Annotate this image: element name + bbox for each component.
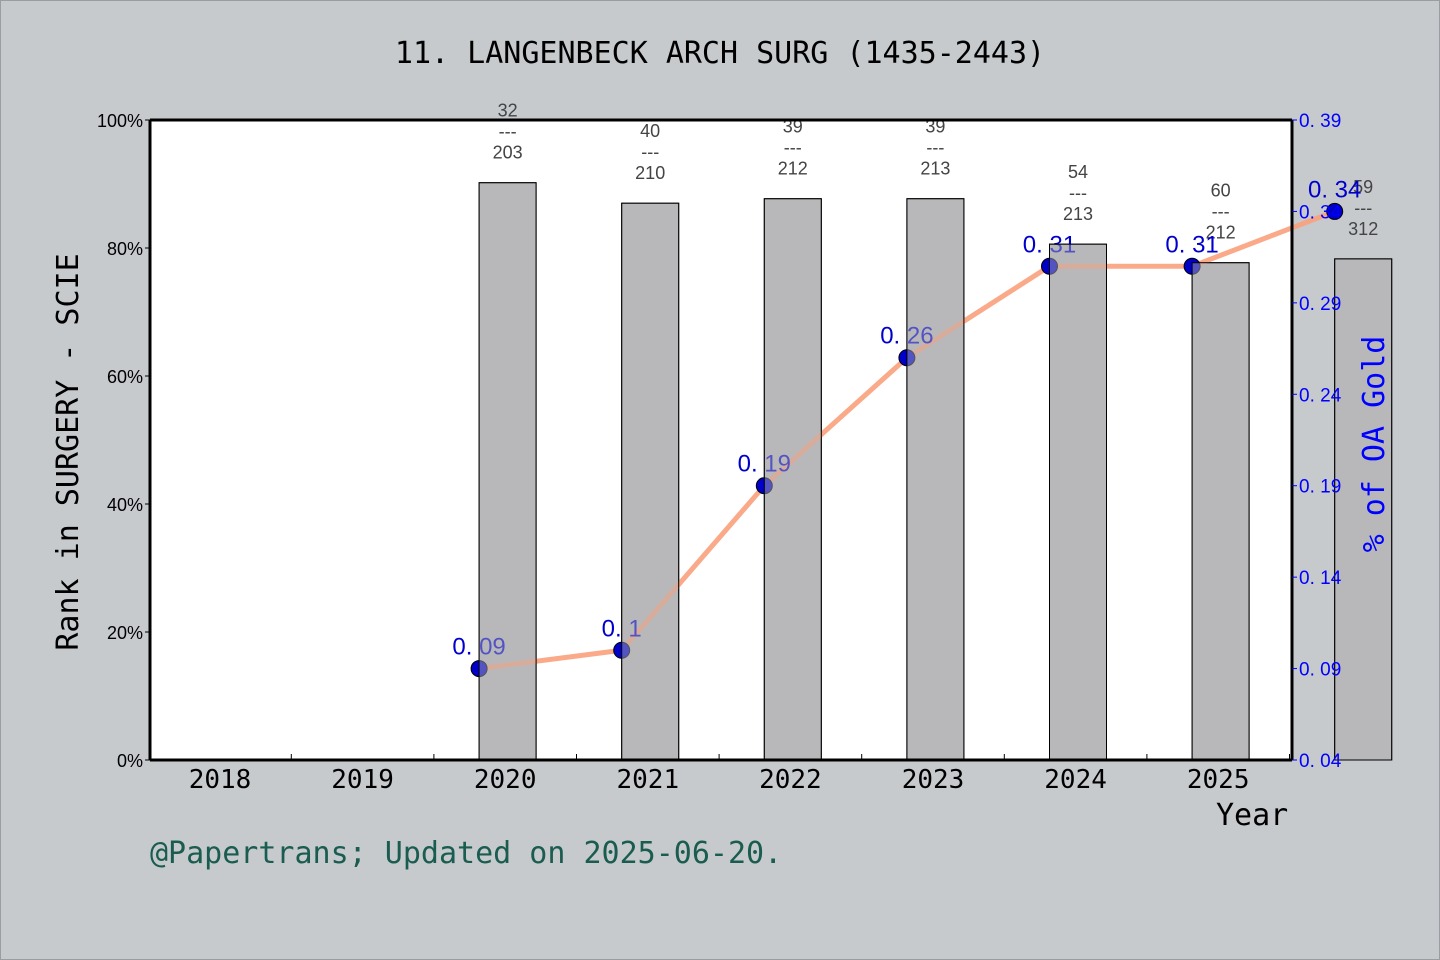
chart-title: 11. LANGENBECK ARCH SURG (1435-2443)	[394, 36, 1046, 71]
x-tick-label: 2021	[616, 765, 679, 795]
bar-overlay	[763, 198, 822, 761]
x-tick-label: 2019	[331, 765, 394, 795]
y2-tick-label: 0. 04	[1299, 751, 1342, 772]
bar-2020	[621, 202, 680, 761]
bar-label-total: 312	[1348, 219, 1378, 239]
y2-tick-label: 0. 29	[1299, 294, 1341, 315]
x-tick-label: 2018	[189, 765, 252, 795]
x-tick-label: 2025	[1187, 765, 1250, 795]
y-tick-label: 20%	[107, 623, 143, 643]
y2-tick-label: 0. 09	[1299, 660, 1341, 681]
plot-area	[150, 120, 1292, 760]
oa-gold-value-label: 0. 31	[1165, 231, 1218, 258]
bar-label-rank: 32	[498, 101, 518, 121]
bar-overlay	[1191, 262, 1250, 761]
bar-label-rank: 60	[1211, 181, 1231, 201]
bar-label-total: 212	[1206, 223, 1236, 243]
y2-tick-label: 0. 34	[1299, 202, 1342, 223]
bar-overlay	[621, 202, 680, 761]
bar-label-rank: 39	[925, 117, 945, 137]
bar-label-rank: 59	[1353, 177, 1373, 197]
y-tick-label: 80%	[107, 239, 143, 259]
y-axis-label: Rank in SURGERY - SCIE	[51, 253, 86, 650]
x-axis-label: Year	[1216, 798, 1289, 833]
bar-label-total: 212	[778, 159, 808, 179]
bar-label-divider: ---	[1354, 198, 1372, 218]
bar-overlay	[1334, 258, 1393, 761]
bar-label-divider: ---	[641, 142, 659, 162]
y-tick-label: 40%	[107, 495, 143, 515]
bar-overlay	[1049, 243, 1107, 761]
bar-label-total: 213	[1063, 204, 1093, 224]
x-tick-label: 2024	[1044, 765, 1107, 795]
y2-tick-label: 0. 14	[1299, 568, 1342, 589]
bar-label-divider: ---	[499, 122, 517, 142]
bar-label-rank: 40	[640, 121, 660, 141]
bar-label-total: 210	[635, 163, 665, 183]
oa-gold-marker	[1326, 202, 1344, 220]
y2-tick-label: 0. 19	[1299, 477, 1341, 498]
y-tick-label: 0%	[117, 751, 143, 771]
x-tick-label: 2022	[759, 765, 822, 795]
x-tick-label: 2020	[474, 765, 537, 795]
y-tick-label: 60%	[107, 367, 143, 387]
bar-label-total: 203	[493, 143, 523, 163]
bar-overlay	[478, 182, 537, 761]
bar-2024	[1191, 262, 1250, 761]
footer-credit: @Papertrans; Updated on 2025-06-20.	[150, 836, 783, 871]
bar-label-divider: ---	[1069, 183, 1087, 203]
bar-label-divider: ---	[926, 138, 944, 158]
y2-tick-label: 0. 24	[1299, 385, 1342, 406]
oa-gold-value-label: 0. 34	[1308, 176, 1361, 203]
x-tick-label: 2023	[902, 765, 965, 795]
y2-tick-label: 0. 39	[1299, 111, 1341, 132]
bar-label-total: 213	[920, 159, 950, 179]
y-tick-label: 100%	[97, 111, 143, 131]
bar-overlay	[906, 198, 965, 761]
bar-label-rank: 39	[783, 117, 803, 137]
bar-label-divider: ---	[1212, 202, 1230, 222]
bar-label-rank: 54	[1068, 162, 1088, 182]
bar-label-divider: ---	[784, 138, 802, 158]
y2-axis-label: % of OA Gold	[1357, 336, 1392, 553]
